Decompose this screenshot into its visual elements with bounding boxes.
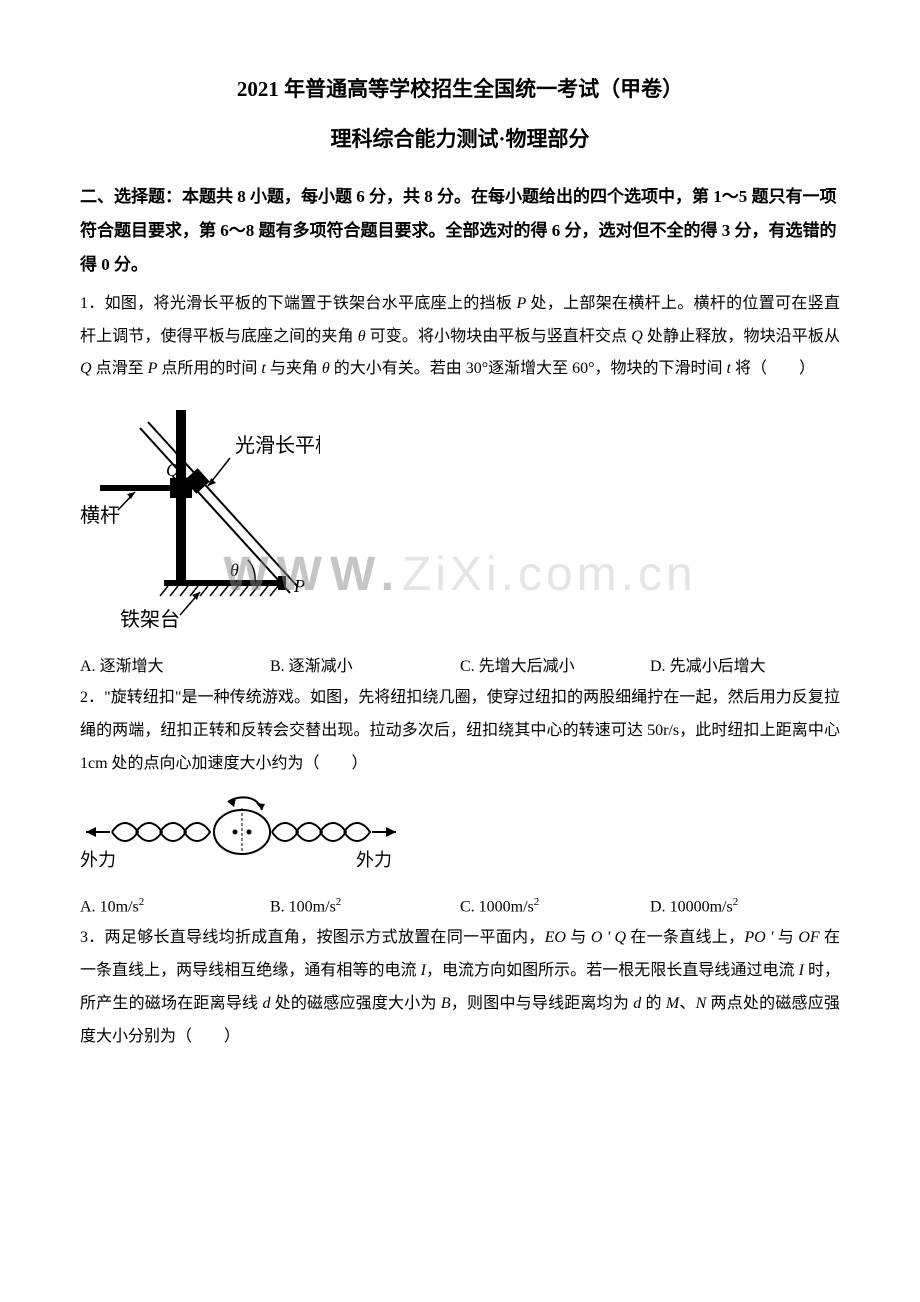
q1-p6: 点所用的时间 (157, 360, 261, 377)
q1-var-P: P (516, 295, 526, 312)
q3-POp: PO ' (744, 929, 773, 946)
q3-OF: OF (798, 929, 819, 946)
q2-text: "旋转纽扣"是一种传统游戏。如图，先将纽扣绕几圈，使穿过纽扣的两股细绳拧在一起，… (80, 689, 840, 772)
q1-choice-B: B. 逐渐减小 (270, 652, 460, 682)
q2-sup-D: 2 (733, 896, 739, 908)
q1-p3: 可变。将小物块由平板与竖直杆交点 (366, 328, 632, 345)
q1-p1: 如图，将光滑长平板的下端置于铁架台水平底座上的挡板 (105, 295, 517, 312)
q2-choice-B-text: 100m/s (289, 898, 336, 915)
q1-p8: 的大小有关。若由 30°逐渐增大至 60°，物块的下滑时间 (330, 360, 727, 377)
q3-p3: 在一条直线上， (626, 929, 744, 946)
q3-EO: EO (545, 929, 566, 946)
q3-p6: ，电流方向如图所示。若一根无限长直导线通过电流 (426, 962, 799, 979)
q1-p9: 将（ ） (731, 360, 815, 377)
q1-p7: 与夹角 (266, 360, 322, 377)
q3-p9: ，则图中与导线距离均为 (451, 995, 634, 1012)
q1-choices: A. 逐渐增大 B. 逐渐减小 C. 先增大后减小 D. 先减小后增大 (80, 652, 840, 682)
q2-choices: A. 10m/s2 B. 100m/s2 C. 1000m/s2 D. 1000… (80, 892, 840, 923)
q2-choice-A: A. 10m/s2 (80, 892, 270, 923)
fig1-label-board: 光滑长平板 (235, 434, 320, 457)
q2-choice-B: B. 100m/s2 (270, 892, 460, 923)
fig1-label-stand: 铁架台 (120, 608, 180, 630)
q2-choice-D-text: 10000m/s (670, 898, 733, 915)
q2-choice-D: D. 10000m/s2 (650, 892, 840, 923)
q2-choice-C-text: 1000m/s (479, 898, 534, 915)
q1-var-theta2: θ (322, 360, 330, 377)
q2-sup-A: 2 (139, 896, 145, 908)
fig1-label-theta: θ (230, 560, 239, 580)
question-1: 1．如图，将光滑长平板的下端置于铁架台水平底座上的挡板 P 处，上部架在横杆上。… (80, 288, 840, 386)
q3-p1: 两足够长直导线均折成直角，按图示方式放置在同一平面内， (105, 929, 545, 946)
q1-figure: 光滑长平板 横杆 Q θ P 铁架台 (80, 400, 320, 630)
q1-choice-A-text: 逐渐增大 (100, 658, 164, 675)
q2-figure: 外力 外力 (80, 790, 410, 870)
q1-var-Q: Q (631, 328, 643, 345)
fig1-label-bar: 横杆 (80, 504, 120, 527)
q1-p5: 点滑至 (92, 360, 148, 377)
fig2-label-left: 外力 (80, 850, 116, 870)
q1-choice-D-text: 先减小后增大 (670, 658, 766, 675)
q1-choice-D: D. 先减小后增大 (650, 652, 840, 682)
q3-number: 3． (80, 929, 105, 946)
fig2-label-right: 外力 (356, 850, 392, 870)
q3-B: B (441, 995, 451, 1012)
q1-choice-B-text: 逐渐减小 (289, 658, 353, 675)
fig1-label-P: P (293, 576, 305, 596)
q3-p11: 、 (679, 995, 695, 1012)
q1-var-theta: θ (358, 328, 366, 345)
q3-p2: 与 (566, 929, 591, 946)
q3-OpQ: O ' Q (591, 929, 626, 946)
exam-title-line1: 2021 年普通高等学校招生全国统一考试（甲卷） (80, 70, 840, 110)
q3-p8: 处的磁感应强度大小为 (270, 995, 440, 1012)
question-2: 2．"旋转纽扣"是一种传统游戏。如图，先将纽扣绕几圈，使穿过纽扣的两股细绳拧在一… (80, 682, 840, 780)
q1-choice-C: C. 先增大后减小 (460, 652, 650, 682)
q1-choice-A: A. 逐渐增大 (80, 652, 270, 682)
q2-sup-C: 2 (534, 896, 540, 908)
q2-choice-C: C. 1000m/s2 (460, 892, 650, 923)
q1-p4: 处静止释放，物块沿平板从 (643, 328, 840, 345)
q1-number: 1． (80, 295, 105, 312)
q3-M: M (666, 995, 679, 1012)
q3-p4: 与 (773, 929, 798, 946)
q2-sup-B: 2 (336, 896, 342, 908)
watermark-right: ZiXi.com.cn (402, 529, 697, 620)
q2-number: 2． (80, 689, 104, 706)
q2-choice-A-text: 10m/s (100, 898, 139, 915)
q1-var-Q2: Q (80, 360, 92, 377)
q3-N: N (696, 995, 707, 1012)
question-3: 3．两足够长直导线均折成直角，按图示方式放置在同一平面内，EO 与 O ' Q … (80, 922, 840, 1053)
q1-var-P2: P (148, 360, 158, 377)
exam-title-line2: 理科综合能力测试·物理部分 (80, 120, 840, 160)
fig1-label-Q: Q (166, 460, 179, 480)
q1-choice-C-text: 先增大后减小 (479, 658, 575, 675)
q3-p10: 的 (641, 995, 666, 1012)
section-instructions: 二、选择题：本题共 8 小题，每小题 6 分，共 8 分。在每小题给出的四个选项… (80, 180, 840, 282)
